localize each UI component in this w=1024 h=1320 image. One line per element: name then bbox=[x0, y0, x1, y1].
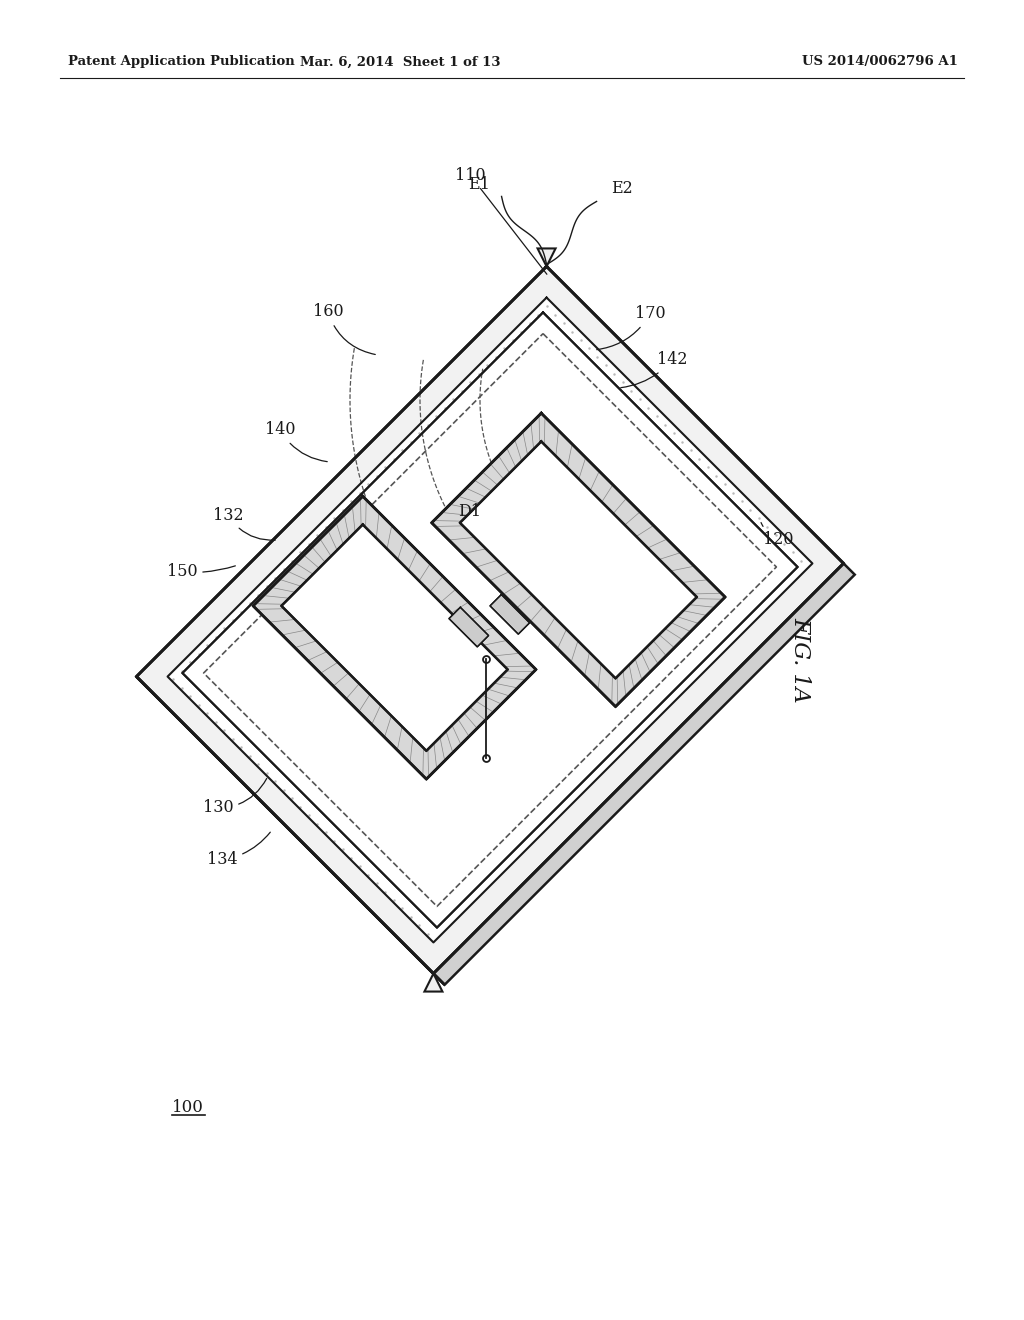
Text: E1: E1 bbox=[468, 176, 489, 193]
Text: 110: 110 bbox=[455, 166, 547, 275]
Polygon shape bbox=[449, 607, 488, 647]
Text: 132: 132 bbox=[213, 507, 275, 540]
Text: 120: 120 bbox=[761, 523, 794, 549]
Text: FIG. 1A: FIG. 1A bbox=[790, 618, 811, 702]
Text: 160: 160 bbox=[312, 304, 375, 355]
Text: US 2014/0062796 A1: US 2014/0062796 A1 bbox=[802, 55, 958, 69]
Text: D1: D1 bbox=[459, 503, 481, 520]
Text: 130: 130 bbox=[203, 779, 266, 817]
Polygon shape bbox=[253, 496, 536, 779]
Text: 100: 100 bbox=[172, 1100, 204, 1117]
Text: Patent Application Publication: Patent Application Publication bbox=[68, 55, 295, 69]
Polygon shape bbox=[460, 441, 696, 678]
Polygon shape bbox=[168, 297, 812, 942]
Text: 142: 142 bbox=[621, 351, 687, 388]
Polygon shape bbox=[432, 413, 725, 706]
Text: Mar. 6, 2014  Sheet 1 of 13: Mar. 6, 2014 Sheet 1 of 13 bbox=[300, 55, 501, 69]
Polygon shape bbox=[433, 564, 855, 985]
Text: 150: 150 bbox=[167, 564, 236, 581]
Polygon shape bbox=[490, 594, 529, 634]
Polygon shape bbox=[282, 524, 508, 751]
Text: E2: E2 bbox=[610, 180, 633, 197]
Polygon shape bbox=[424, 974, 442, 991]
Text: 134: 134 bbox=[207, 832, 270, 869]
Polygon shape bbox=[182, 313, 798, 928]
Polygon shape bbox=[136, 677, 444, 985]
Polygon shape bbox=[538, 248, 556, 267]
Text: 170: 170 bbox=[597, 305, 666, 350]
Polygon shape bbox=[136, 267, 844, 974]
Text: 140: 140 bbox=[265, 421, 328, 462]
